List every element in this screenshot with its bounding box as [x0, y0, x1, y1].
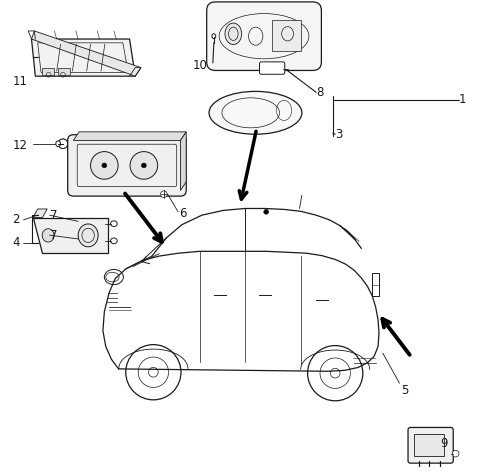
Ellipse shape: [126, 345, 181, 400]
FancyBboxPatch shape: [408, 427, 453, 463]
Text: 7: 7: [49, 208, 57, 222]
Ellipse shape: [212, 34, 216, 39]
FancyBboxPatch shape: [260, 62, 285, 74]
Text: 4: 4: [12, 236, 20, 249]
Polygon shape: [73, 132, 186, 140]
Text: 2: 2: [12, 213, 20, 227]
Ellipse shape: [225, 23, 241, 45]
Ellipse shape: [110, 221, 117, 227]
Ellipse shape: [209, 91, 302, 134]
Ellipse shape: [91, 152, 118, 179]
FancyBboxPatch shape: [207, 2, 322, 70]
Text: 11: 11: [12, 75, 27, 89]
Circle shape: [102, 163, 107, 168]
Circle shape: [264, 209, 269, 214]
Ellipse shape: [130, 152, 157, 179]
Text: 10: 10: [192, 59, 207, 72]
Circle shape: [58, 139, 68, 149]
Polygon shape: [180, 132, 186, 190]
Polygon shape: [32, 31, 141, 76]
Bar: [272, 20, 301, 51]
FancyBboxPatch shape: [68, 135, 186, 196]
Text: 5: 5: [401, 384, 408, 397]
Text: 8: 8: [316, 86, 324, 99]
Text: 12: 12: [12, 139, 27, 152]
Circle shape: [452, 450, 459, 457]
Bar: [372, 273, 380, 296]
Ellipse shape: [110, 238, 117, 244]
Text: 1: 1: [459, 93, 467, 107]
Polygon shape: [32, 39, 135, 76]
Ellipse shape: [56, 141, 60, 147]
Ellipse shape: [308, 346, 363, 401]
Circle shape: [58, 139, 68, 149]
Text: 9: 9: [440, 437, 447, 450]
Text: 3: 3: [335, 128, 343, 141]
Circle shape: [142, 163, 146, 168]
Text: 7: 7: [49, 228, 57, 242]
Ellipse shape: [42, 229, 54, 242]
Polygon shape: [33, 218, 108, 253]
Ellipse shape: [78, 224, 98, 247]
Bar: [414, 434, 444, 456]
Text: 6: 6: [179, 207, 187, 220]
Polygon shape: [33, 209, 47, 218]
Circle shape: [160, 191, 167, 198]
Bar: [58, 68, 70, 75]
Bar: [42, 68, 54, 75]
